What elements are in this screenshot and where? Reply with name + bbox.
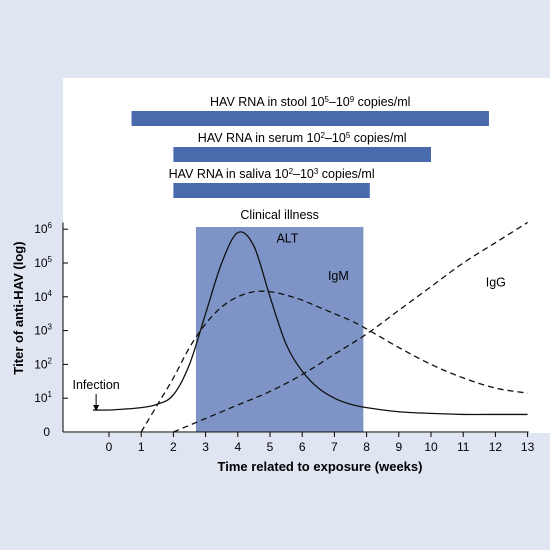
x-tick-label: 8: [363, 440, 370, 454]
y-tick-label: 101: [34, 390, 52, 405]
x-tick-label: 1: [138, 440, 145, 454]
series-label-igg: IgG: [486, 276, 506, 290]
hav-rna-bar-label: HAV RNA in stool 105–109 copies/ml: [210, 95, 410, 110]
hav-rna-bars: [131, 111, 489, 198]
x-tick-label: 12: [489, 440, 503, 454]
y-tick-label: 105: [34, 255, 52, 270]
infection-arrowhead: [93, 405, 100, 411]
infection-label: Infection: [72, 378, 119, 392]
x-tick-label: 3: [202, 440, 209, 454]
x-tick-label: 2: [170, 440, 177, 454]
hav-rna-bar-label: HAV RNA in saliva 102–103 copies/ml: [169, 167, 375, 182]
y-tick-label: 103: [34, 323, 52, 338]
clinical-illness-region: [195, 227, 364, 432]
x-tick-label: 4: [234, 440, 241, 454]
y-axis-ticks: 0 101 102 103 104 105 106: [34, 221, 68, 439]
series-label-igm: IgM: [328, 269, 349, 283]
series-line-alt: [92, 231, 528, 416]
x-tick-label: 11: [457, 440, 470, 454]
y-tick-label: 0: [43, 425, 50, 439]
series-line-igg: [173, 221, 528, 433]
series-lines: [92, 221, 528, 433]
y-axis-title: Titer of anti-HAV (log): [11, 241, 26, 374]
x-tick-label: 9: [395, 440, 402, 454]
hav-rna-bar: [173, 183, 370, 198]
clinical-illness-label: Clinical illness: [240, 208, 319, 222]
y-tick-label: 106: [34, 221, 52, 236]
x-tick-label: 13: [521, 440, 535, 454]
hav-rna-bar-labels: HAV RNA in stool 105–109 copies/ml HAV RN…: [169, 95, 411, 182]
x-axis-title: Time related to exposure (weeks): [218, 459, 423, 474]
x-tick-label: 5: [267, 440, 274, 454]
x-tick-label: 6: [299, 440, 306, 454]
hav-rna-bar: [173, 147, 431, 162]
hav-rna-bar: [131, 111, 489, 126]
x-tick-label: 7: [331, 440, 338, 454]
hav-rna-bar-label: HAV RNA in serum 102–105 copies/ml: [198, 131, 407, 146]
x-tick-label: 10: [424, 440, 438, 454]
series-label-alt: ALT: [276, 232, 298, 246]
y-tick-label: 102: [34, 356, 52, 371]
x-axis-ticks: 0 1 2 3 4 5 6 7 8 9 10 11 12 13: [106, 432, 535, 454]
series-labels: ALT IgM IgG: [276, 232, 505, 290]
series-line-igm: [140, 290, 528, 433]
y-tick-label: 104: [34, 289, 52, 304]
x-tick-label: 0: [106, 440, 113, 454]
